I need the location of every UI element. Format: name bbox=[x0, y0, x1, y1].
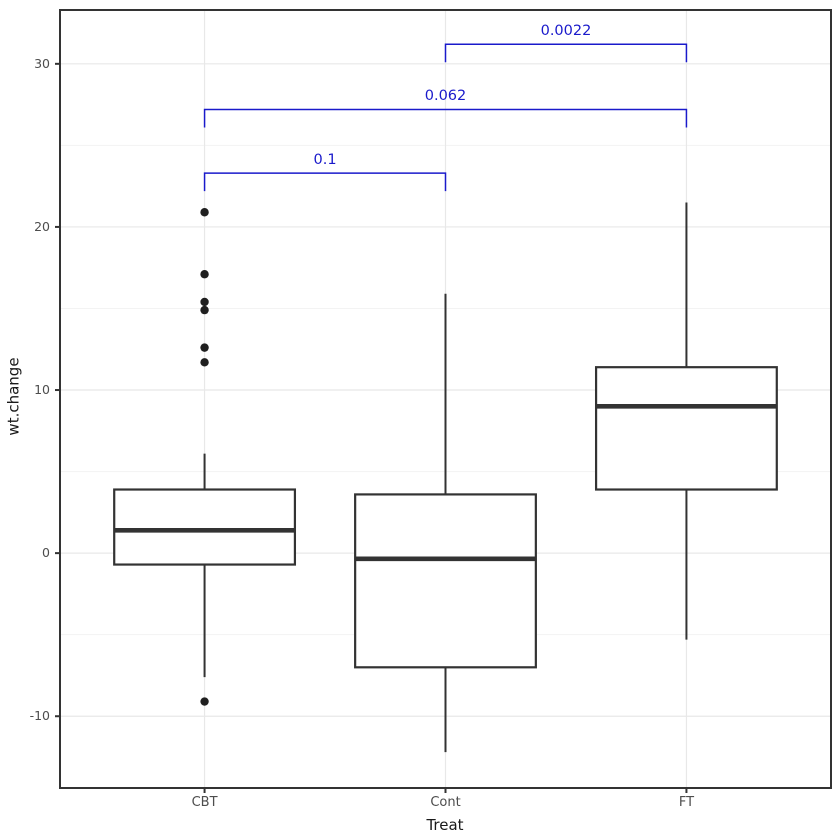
boxplot-box bbox=[113, 488, 297, 566]
outlier-point bbox=[200, 305, 209, 315]
outlier-point bbox=[200, 208, 209, 217]
boxplot-box bbox=[594, 366, 778, 491]
outlier-point bbox=[200, 297, 209, 307]
boxplot-box bbox=[354, 493, 537, 669]
outlier-point bbox=[200, 270, 209, 279]
pvalue-bracket bbox=[203, 172, 447, 192]
outlier-point bbox=[200, 697, 209, 706]
pvalue-bracket bbox=[203, 108, 688, 128]
outlier-point bbox=[200, 358, 209, 367]
outlier-point bbox=[200, 343, 209, 352]
pvalue-bracket bbox=[444, 43, 688, 63]
